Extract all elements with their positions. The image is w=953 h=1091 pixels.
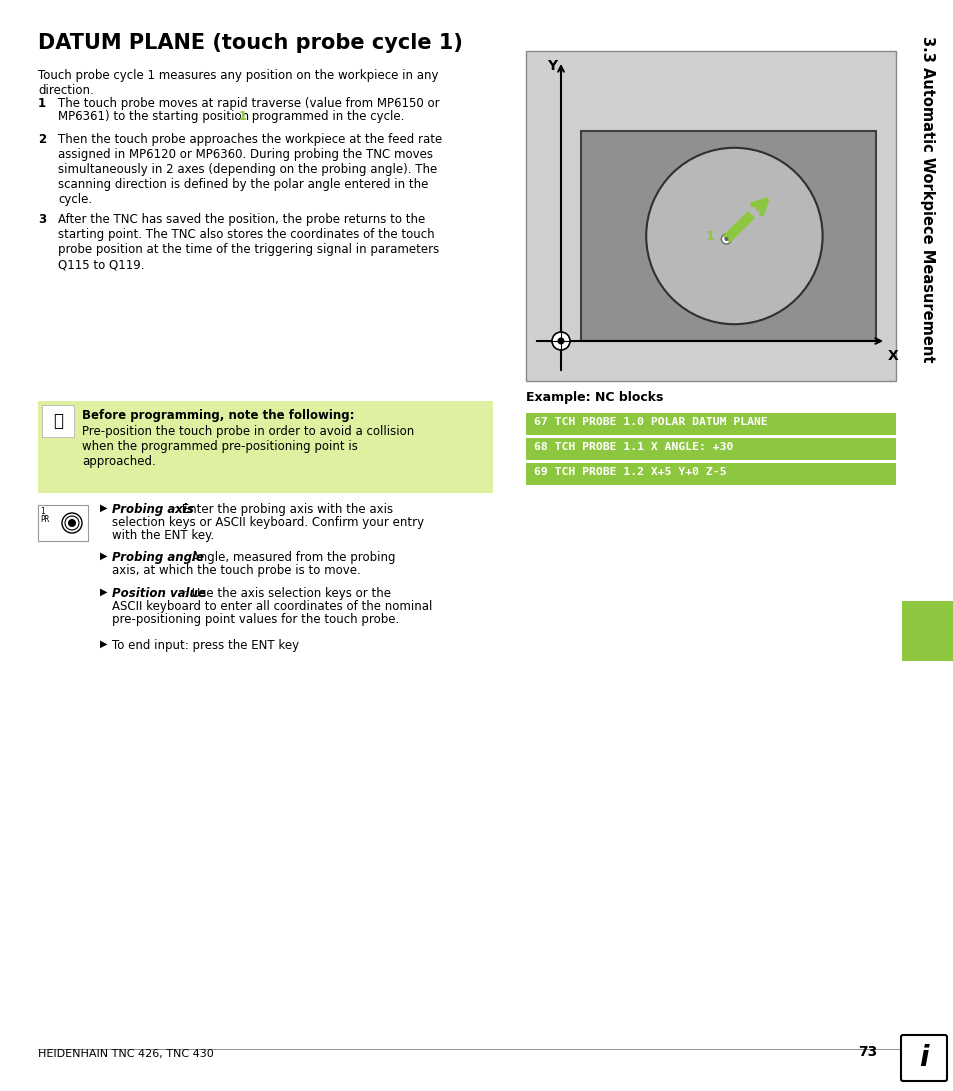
Text: Touch probe cycle 1 measures any position on the workpiece in any
direction.: Touch probe cycle 1 measures any positio… <box>38 69 438 97</box>
Circle shape <box>645 147 821 324</box>
Bar <box>525 437 895 460</box>
Text: pre-positioning point values for the touch probe.: pre-positioning point values for the tou… <box>112 613 399 626</box>
Text: Y: Y <box>546 59 557 73</box>
Bar <box>42 405 74 437</box>
Text: DATUM PLANE (touch probe cycle 1): DATUM PLANE (touch probe cycle 1) <box>38 33 462 53</box>
Text: Then the touch probe approaches the workpiece at the feed rate
assigned in MP612: Then the touch probe approaches the work… <box>58 133 442 206</box>
Bar <box>525 413 895 435</box>
Text: 73: 73 <box>858 1045 877 1059</box>
Text: 68 TCH PROBE 1.1 X ANGLE: +30: 68 TCH PROBE 1.1 X ANGLE: +30 <box>534 442 733 452</box>
Text: Example: NC blocks: Example: NC blocks <box>525 391 662 404</box>
Text: MP6361) to the starting position: MP6361) to the starting position <box>58 110 253 123</box>
Text: selection keys or ASCII keyboard. Confirm your entry: selection keys or ASCII keyboard. Confir… <box>112 516 424 529</box>
Text: ASCII keyboard to enter all coordinates of the nominal: ASCII keyboard to enter all coordinates … <box>112 600 432 613</box>
Text: ✋: ✋ <box>53 412 63 430</box>
Polygon shape <box>721 229 736 243</box>
Bar <box>38 401 493 493</box>
Bar <box>580 131 875 341</box>
Text: ▶: ▶ <box>100 503 108 513</box>
Text: 3.3 Automatic Workpiece Measurement: 3.3 Automatic Workpiece Measurement <box>920 36 935 362</box>
Text: ▶: ▶ <box>100 551 108 561</box>
Circle shape <box>62 513 82 533</box>
Bar <box>525 51 895 381</box>
Bar <box>901 56 953 1036</box>
Text: : Use the axis selection keys or the: : Use the axis selection keys or the <box>184 587 391 600</box>
Text: 2: 2 <box>38 133 46 146</box>
Circle shape <box>68 519 76 527</box>
Text: Before programming, note the following:: Before programming, note the following: <box>82 409 355 422</box>
Polygon shape <box>734 217 748 231</box>
Polygon shape <box>728 223 742 237</box>
Text: with the ENT key.: with the ENT key. <box>112 529 214 542</box>
Text: 3: 3 <box>38 213 46 226</box>
Text: The touch probe moves at rapid traverse (value from MP6150 or: The touch probe moves at rapid traverse … <box>58 97 439 110</box>
Text: To end input: press the ENT key: To end input: press the ENT key <box>112 639 299 652</box>
Text: PR: PR <box>40 515 50 524</box>
Text: After the TNC has saved the position, the probe returns to the
starting point. T: After the TNC has saved the position, th… <box>58 213 438 271</box>
Text: 1: 1 <box>705 230 714 243</box>
Text: 1: 1 <box>239 110 247 123</box>
Text: programmed in the cycle.: programmed in the cycle. <box>248 110 404 123</box>
Circle shape <box>557 337 564 345</box>
Text: i: i <box>919 1044 928 1072</box>
Text: ▶: ▶ <box>100 587 108 597</box>
Text: axis, at which the touch probe is to move.: axis, at which the touch probe is to mov… <box>112 564 360 577</box>
Text: : Enter the probing axis with the axis: : Enter the probing axis with the axis <box>173 503 393 516</box>
Text: Probing angle: Probing angle <box>112 551 204 564</box>
Text: X: X <box>887 349 898 363</box>
Text: 67 TCH PROBE 1.0 POLAR DATUM PLANE: 67 TCH PROBE 1.0 POLAR DATUM PLANE <box>534 417 767 427</box>
Circle shape <box>552 332 569 350</box>
Text: Pre-position the touch probe in order to avoid a collision
when the programmed p: Pre-position the touch probe in order to… <box>82 425 414 468</box>
Text: : Angle, measured from the probing: : Angle, measured from the probing <box>184 551 395 564</box>
Polygon shape <box>740 211 755 225</box>
Bar <box>525 463 895 485</box>
Text: 1: 1 <box>40 507 45 516</box>
Bar <box>901 601 953 661</box>
Text: Probing axis: Probing axis <box>112 503 193 516</box>
Text: HEIDENHAIN TNC 426, TNC 430: HEIDENHAIN TNC 426, TNC 430 <box>38 1050 213 1059</box>
Bar <box>38 505 88 541</box>
Circle shape <box>723 237 728 241</box>
Text: ▶: ▶ <box>100 639 108 649</box>
FancyBboxPatch shape <box>900 1035 946 1081</box>
Text: 69 TCH PROBE 1.2 X+5 Y+0 Z-5: 69 TCH PROBE 1.2 X+5 Y+0 Z-5 <box>534 467 726 477</box>
Circle shape <box>720 233 731 244</box>
Text: 1: 1 <box>38 97 46 110</box>
Text: Position value: Position value <box>112 587 206 600</box>
